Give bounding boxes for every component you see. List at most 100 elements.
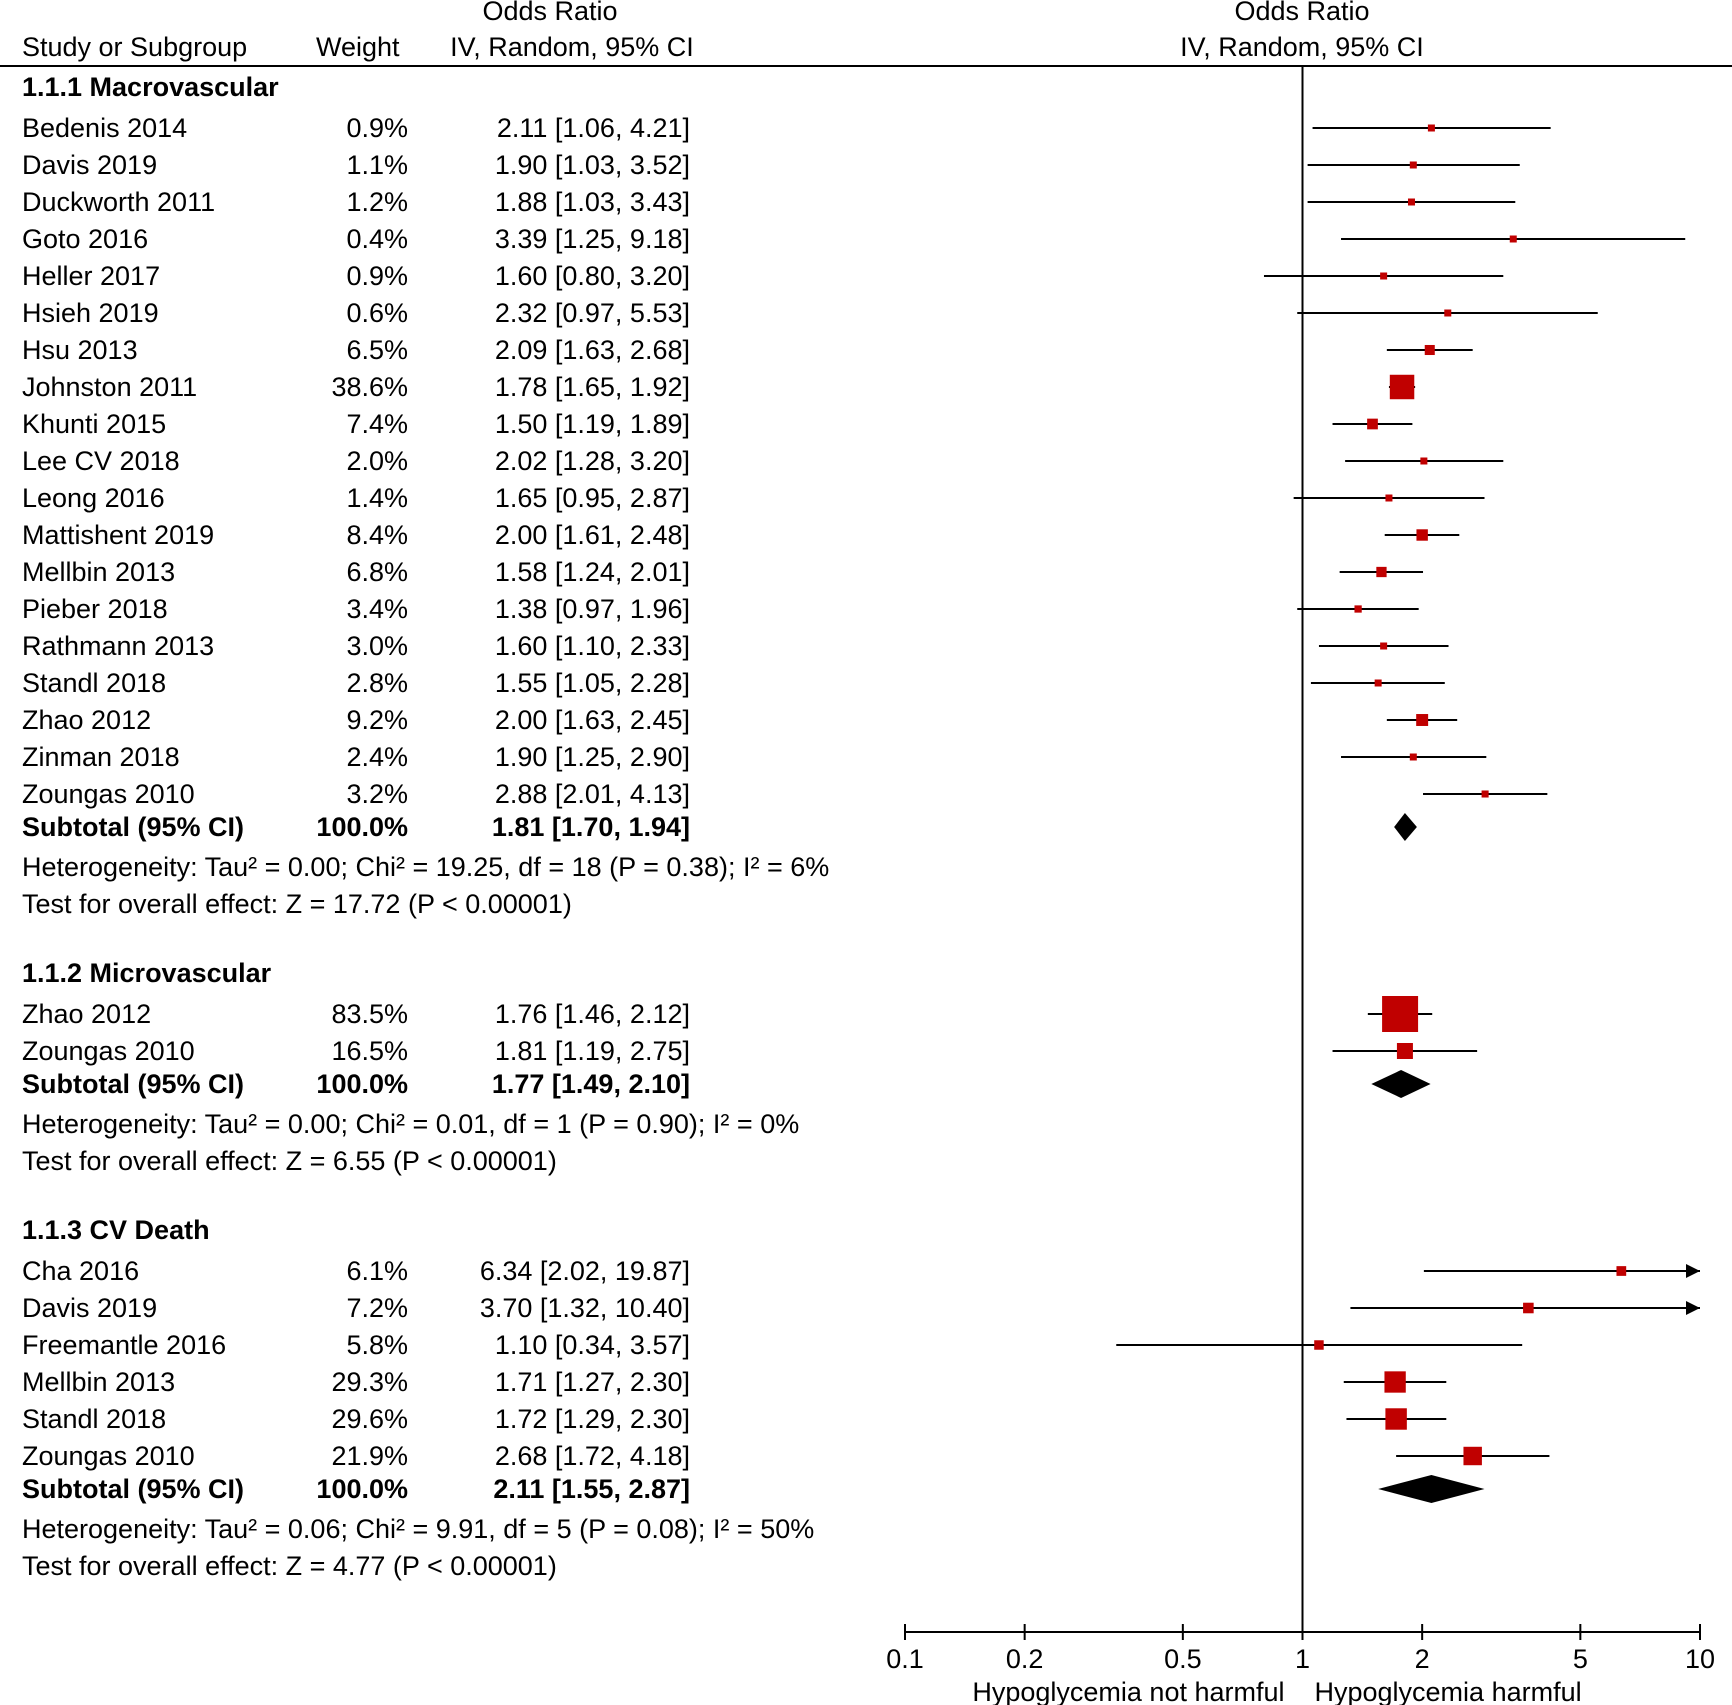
- study-name: Goto 2016: [22, 224, 148, 254]
- favours-right-label: Hypoglycemia harmful: [1315, 1677, 1582, 1705]
- study-weight: 16.5%: [331, 1036, 408, 1066]
- x-tick-label: 5: [1573, 1644, 1588, 1674]
- study-marker: [1444, 309, 1452, 317]
- study-name: Hsu 2013: [22, 335, 138, 365]
- study-name: Standl 2018: [22, 1404, 166, 1434]
- study-ci: 1.78 [1.65, 1.92]: [495, 372, 690, 402]
- study-marker: [1481, 790, 1489, 798]
- x-tick-label: 10: [1685, 1644, 1715, 1674]
- x-tick-label: 1: [1295, 1644, 1310, 1674]
- study-name: Zoungas 2010: [22, 1036, 195, 1066]
- study-marker: [1382, 996, 1419, 1032]
- study-name: Davis 2019: [22, 150, 157, 180]
- study-ci: 1.88 [1.03, 3.43]: [495, 187, 690, 217]
- study-marker: [1407, 198, 1415, 206]
- study-weight: 1.4%: [346, 483, 408, 513]
- favours-left-label: Hypoglycemia not harmful: [972, 1677, 1284, 1705]
- subgroup-title: 1.1.1 Macrovascular: [22, 72, 279, 102]
- study-marker: [1420, 457, 1428, 465]
- table-header: Study or Subgroup Weight Odds Ratio IV, …: [0, 0, 1732, 67]
- study-name: Standl 2018: [22, 668, 166, 698]
- study-marker: [1380, 272, 1388, 280]
- study-name: Bedenis 2014: [22, 113, 187, 143]
- study-weight: 83.5%: [331, 999, 408, 1029]
- subtotal-label: Subtotal (95% CI): [22, 812, 244, 842]
- study-marker: [1314, 1340, 1324, 1350]
- study-ci: 2.68 [1.72, 4.18]: [495, 1441, 690, 1471]
- subgroup-title: 1.1.2 Microvascular: [22, 958, 272, 988]
- study-marker: [1376, 566, 1387, 578]
- overall-effect-text: Test for overall effect: Z = 17.72 (P < …: [22, 889, 572, 919]
- study-marker: [1523, 1302, 1534, 1314]
- study-weight: 1.2%: [346, 187, 408, 217]
- study-weight: 0.6%: [346, 298, 408, 328]
- study-name: Cha 2016: [22, 1256, 139, 1286]
- study-name: Zoungas 2010: [22, 779, 195, 809]
- study-ci: 1.58 [1.24, 2.01]: [495, 557, 690, 587]
- subtotal-ci: 1.81 [1.70, 1.94]: [492, 812, 690, 842]
- study-marker: [1385, 1408, 1407, 1430]
- study-ci: 1.71 [1.27, 2.30]: [495, 1367, 690, 1397]
- study-weight: 38.6%: [331, 372, 408, 402]
- study-marker: [1385, 494, 1393, 502]
- study-weight: 3.2%: [346, 779, 408, 809]
- study-name: Mellbin 2013: [22, 1367, 175, 1397]
- x-tick-label: 0.1: [886, 1644, 924, 1674]
- study-name: Freemantle 2016: [22, 1330, 226, 1360]
- study-marker: [1380, 642, 1388, 650]
- study-ci: 1.10 [0.34, 3.57]: [495, 1330, 690, 1360]
- subgroup-title: 1.1.3 CV Death: [22, 1215, 210, 1245]
- study-marker: [1463, 1446, 1482, 1466]
- heterogeneity-text: Heterogeneity: Tau² = 0.00; Chi² = 19.25…: [22, 852, 829, 882]
- study-ci: 2.88 [2.01, 4.13]: [495, 779, 690, 809]
- overall-effect-text: Test for overall effect: Z = 6.55 (P < 0…: [22, 1146, 557, 1176]
- study-name: Hsieh 2019: [22, 298, 159, 328]
- study-ci: 1.65 [0.95, 2.87]: [495, 483, 690, 513]
- study-marker: [1367, 418, 1378, 430]
- study-name: Pieber 2018: [22, 594, 168, 624]
- study-weight: 1.1%: [346, 150, 408, 180]
- study-marker: [1409, 161, 1417, 169]
- study-weight: 3.4%: [346, 594, 408, 624]
- study-name: Zinman 2018: [22, 742, 180, 772]
- subtotal-weight: 100.0%: [316, 812, 408, 842]
- study-marker: [1354, 605, 1362, 613]
- study-marker: [1374, 679, 1382, 687]
- study-marker: [1616, 1266, 1627, 1276]
- study-ci: 1.60 [1.10, 2.33]: [495, 631, 690, 661]
- study-ci: 3.70 [1.32, 10.40]: [480, 1293, 690, 1323]
- study-ci: 1.81 [1.19, 2.75]: [495, 1036, 690, 1066]
- subtotal-ci: 2.11 [1.55, 2.87]: [493, 1474, 690, 1504]
- study-ci: 2.32 [0.97, 5.53]: [495, 298, 690, 328]
- heterogeneity-text: Heterogeneity: Tau² = 0.06; Chi² = 9.91,…: [22, 1514, 814, 1544]
- header-study: Study or Subgroup: [22, 32, 247, 62]
- study-name: Heller 2017: [22, 261, 160, 291]
- overall-effect-text: Test for overall effect: Z = 4.77 (P < 0…: [22, 1551, 557, 1581]
- subtotal-weight: 100.0%: [316, 1474, 408, 1504]
- study-ci: 2.09 [1.63, 2.68]: [495, 335, 690, 365]
- study-marker: [1416, 529, 1428, 541]
- study-weight: 8.4%: [346, 520, 408, 550]
- study-name: Zhao 2012: [22, 999, 151, 1029]
- study-weight: 6.8%: [346, 557, 408, 587]
- study-weight: 6.5%: [346, 335, 408, 365]
- study-marker: [1509, 235, 1517, 243]
- study-name: Mellbin 2013: [22, 557, 175, 587]
- study-ci: 6.34 [2.02, 19.87]: [480, 1256, 690, 1286]
- subtotal-diamond: [1378, 1475, 1485, 1503]
- study-ci: 1.90 [1.03, 3.52]: [495, 150, 690, 180]
- study-weight: 0.4%: [346, 224, 408, 254]
- subtotal-diamond: [1371, 1070, 1431, 1098]
- study-name: Johnston 2011: [22, 372, 197, 402]
- study-ci: 2.00 [1.63, 2.45]: [495, 705, 690, 735]
- study-name: Lee CV 2018: [22, 446, 180, 476]
- study-marker: [1396, 1042, 1413, 1060]
- subtotal-ci: 1.77 [1.49, 2.10]: [492, 1069, 690, 1099]
- study-weight: 29.3%: [331, 1367, 408, 1397]
- study-weight: 21.9%: [331, 1441, 408, 1471]
- plot-marks: [1116, 66, 1700, 1632]
- heterogeneity-text: Heterogeneity: Tau² = 0.00; Chi² = 0.01,…: [22, 1109, 799, 1139]
- study-name: Davis 2019: [22, 1293, 157, 1323]
- header-weight: Weight: [316, 32, 400, 62]
